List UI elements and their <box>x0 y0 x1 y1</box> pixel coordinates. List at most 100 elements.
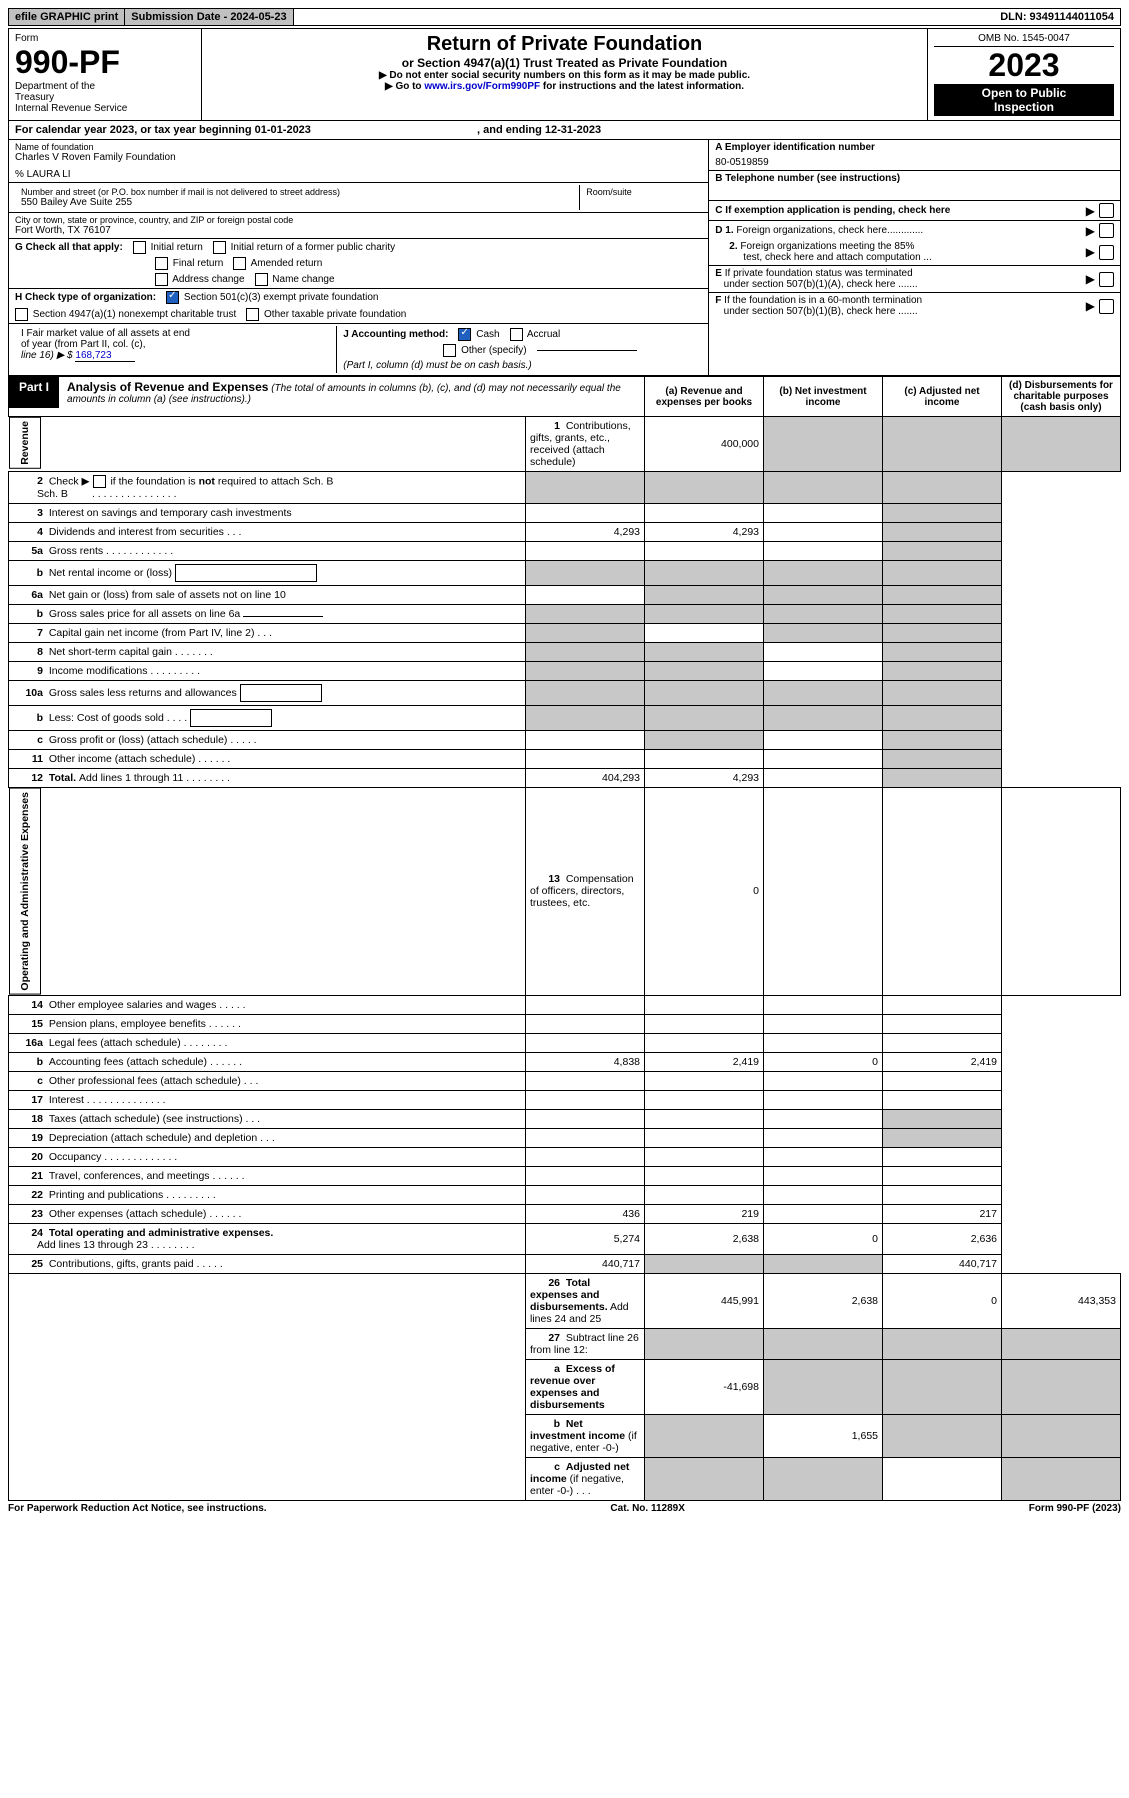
table-row: 14 Other employee salaries and wages . .… <box>9 995 1121 1014</box>
table-row: b Less: Cost of goods sold . . . . <box>9 706 1121 731</box>
checkbox-initial-former[interactable] <box>213 241 226 254</box>
checkbox-final-return[interactable] <box>155 257 168 270</box>
entity-info: Name of foundation Charles V Roven Famil… <box>8 140 1121 376</box>
omb-number: OMB No. 1545-0047 <box>934 33 1114 47</box>
table-row: 21 Travel, conferences, and meetings . .… <box>9 1166 1121 1185</box>
form-link[interactable]: www.irs.gov/Form990PF <box>424 81 540 92</box>
form-ref: Form 990-PF (2023) <box>1029 1503 1121 1514</box>
table-row: 16a Legal fees (attach schedule) . . . .… <box>9 1033 1121 1052</box>
checkbox-initial-return[interactable] <box>133 241 146 254</box>
checkbox-e[interactable] <box>1099 272 1114 287</box>
submission-date: Submission Date - 2024-05-23 <box>124 9 293 25</box>
part1-header-row: Part I Analysis of Revenue and Expenses … <box>9 377 1121 417</box>
calendar-year-row: For calendar year 2023, or tax year begi… <box>8 121 1121 140</box>
open-inspection: Open to PublicInspection <box>934 84 1114 116</box>
h-check-cell: H Check type of organization: Section 50… <box>9 289 708 306</box>
table-row: 25 Contributions, gifts, grants paid . .… <box>9 1254 1121 1273</box>
table-row: 2 Check ▶ if the foundation is not requi… <box>9 472 1121 504</box>
foundation-name: Charles V Roven Family Foundation <box>15 152 702 163</box>
input-5b[interactable] <box>175 564 317 582</box>
table-row: b Accounting fees (attach schedule) . . … <box>9 1052 1121 1071</box>
checkbox-address-change[interactable] <box>155 273 168 286</box>
table-row: 11 Other income (attach schedule) . . . … <box>9 750 1121 769</box>
dept-line-2: Treasury <box>15 92 195 103</box>
form-header: Form 990-PF Department of the Treasury I… <box>8 28 1121 121</box>
arrow-icon: ▶ <box>1086 204 1095 218</box>
top-bar: efile GRAPHIC print Submission Date - 20… <box>8 8 1121 26</box>
checkbox-4947[interactable] <box>15 308 28 321</box>
cat-no: Cat. No. 11289X <box>610 1503 684 1514</box>
checkbox-f[interactable] <box>1099 299 1114 314</box>
care-of: % LAURA LI <box>15 169 702 180</box>
efile-print[interactable]: efile GRAPHIC print <box>9 9 124 25</box>
checkbox-other-taxable[interactable] <box>246 308 259 321</box>
table-row: 20 Occupancy . . . . . . . . . . . . . <box>9 1147 1121 1166</box>
ein: 80-0519859 <box>715 157 1114 168</box>
part1-tag: Part I <box>9 377 59 408</box>
l1-a: 400,000 <box>645 417 764 472</box>
i-j-cell: I Fair market value of all assets at end… <box>9 324 708 375</box>
checkbox-c[interactable] <box>1099 203 1114 218</box>
checkbox-sch-b[interactable] <box>93 475 106 488</box>
tax-year: 2023 <box>934 47 1114 84</box>
table-row: c Other professional fees (attach schedu… <box>9 1071 1121 1090</box>
table-row: 15 Pension plans, employee benefits . . … <box>9 1014 1121 1033</box>
revenue-side-label: Revenue <box>9 417 41 469</box>
dept-line-3: Internal Revenue Service <box>15 103 195 114</box>
table-row: 22 Printing and publications . . . . . .… <box>9 1185 1121 1204</box>
table-row: 26 Total expenses and disbursements. Add… <box>9 1273 1121 1328</box>
checkbox-other-method[interactable] <box>443 344 456 357</box>
street-address: 550 Bailey Ave Suite 255 <box>21 197 573 208</box>
footer: For Paperwork Reduction Act Notice, see … <box>8 1501 1121 1516</box>
col-c-header: (c) Adjusted net income <box>883 377 1002 417</box>
dept-line-1: Department of the <box>15 81 195 92</box>
table-row: 10a Gross sales less returns and allowan… <box>9 681 1121 706</box>
table-row: 23 Other expenses (attach schedule) . . … <box>9 1204 1121 1223</box>
header-left: Form 990-PF Department of the Treasury I… <box>9 29 202 120</box>
checkbox-cash[interactable] <box>458 328 471 341</box>
header-right: OMB No. 1545-0047 2023 Open to PublicIns… <box>928 29 1120 120</box>
table-row: b Net rental income or (loss) <box>9 561 1121 586</box>
city-state-zip: Fort Worth, TX 76107 <box>15 225 702 236</box>
part1-table: Part I Analysis of Revenue and Expenses … <box>8 376 1121 1501</box>
c-exemption-cell: C If exemption application is pending, c… <box>709 201 1120 221</box>
h-check-cell-2: Section 4947(a)(1) nonexempt charitable … <box>9 306 708 324</box>
note-2: ▶ Go to www.irs.gov/Form990PF for instru… <box>208 81 921 92</box>
note-1: ▶ Do not enter social security numbers o… <box>208 70 921 81</box>
checkbox-name-change[interactable] <box>255 273 268 286</box>
form-number: 990-PF <box>15 44 195 81</box>
checkbox-accrual[interactable] <box>510 328 523 341</box>
input-10b[interactable] <box>190 709 272 727</box>
table-row: b Gross sales price for all assets on li… <box>9 605 1121 624</box>
table-row: 12 Total. Add lines 1 through 11 . . . .… <box>9 769 1121 788</box>
a-ein-cell: A Employer identification number 80-0519… <box>709 140 1120 171</box>
form-label: Form <box>15 33 195 44</box>
col-d-header: (d) Disbursements for charitable purpose… <box>1002 377 1121 417</box>
checkbox-501c3[interactable] <box>166 291 179 304</box>
table-row: 8 Net short-term capital gain . . . . . … <box>9 643 1121 662</box>
b-phone-cell: B Telephone number (see instructions) <box>709 171 1120 201</box>
table-row: 7 Capital gain net income (from Part IV,… <box>9 624 1121 643</box>
form-title: Return of Private Foundation <box>208 33 921 56</box>
d-foreign-cell: D 1. D 1. Foreign organizations, check h… <box>709 221 1120 266</box>
table-row: c Gross profit or (loss) (attach schedul… <box>9 731 1121 750</box>
table-row: 9 Income modifications . . . . . . . . . <box>9 662 1121 681</box>
input-10a[interactable] <box>240 684 322 702</box>
checkbox-amended-return[interactable] <box>233 257 246 270</box>
paperwork-notice: For Paperwork Reduction Act Notice, see … <box>8 1503 267 1514</box>
checkbox-d1[interactable] <box>1099 223 1114 238</box>
col-a-header: (a) Revenue and expenses per books <box>645 377 764 417</box>
expenses-side-label: Operating and Administrative Expenses <box>9 788 41 995</box>
f-60month-cell: F If the foundation is in a 60-month ter… <box>709 293 1120 319</box>
checkbox-d2[interactable] <box>1099 245 1114 260</box>
dln: DLN: 93491144011054 <box>994 9 1120 25</box>
city-cell: City or town, state or province, country… <box>9 213 708 239</box>
arrow-icon: ▶ <box>1086 245 1095 259</box>
fmv-value: 168,723 <box>75 350 135 362</box>
e-terminated-cell: E If private foundation status was termi… <box>709 266 1120 293</box>
col-b-header: (b) Net investment income <box>764 377 883 417</box>
arrow-icon: ▶ <box>1086 299 1095 313</box>
header-center: Return of Private Foundation or Section … <box>202 29 928 120</box>
name-cell: Name of foundation Charles V Roven Famil… <box>9 140 708 183</box>
table-row: 24 Total operating and administrative ex… <box>9 1223 1121 1254</box>
